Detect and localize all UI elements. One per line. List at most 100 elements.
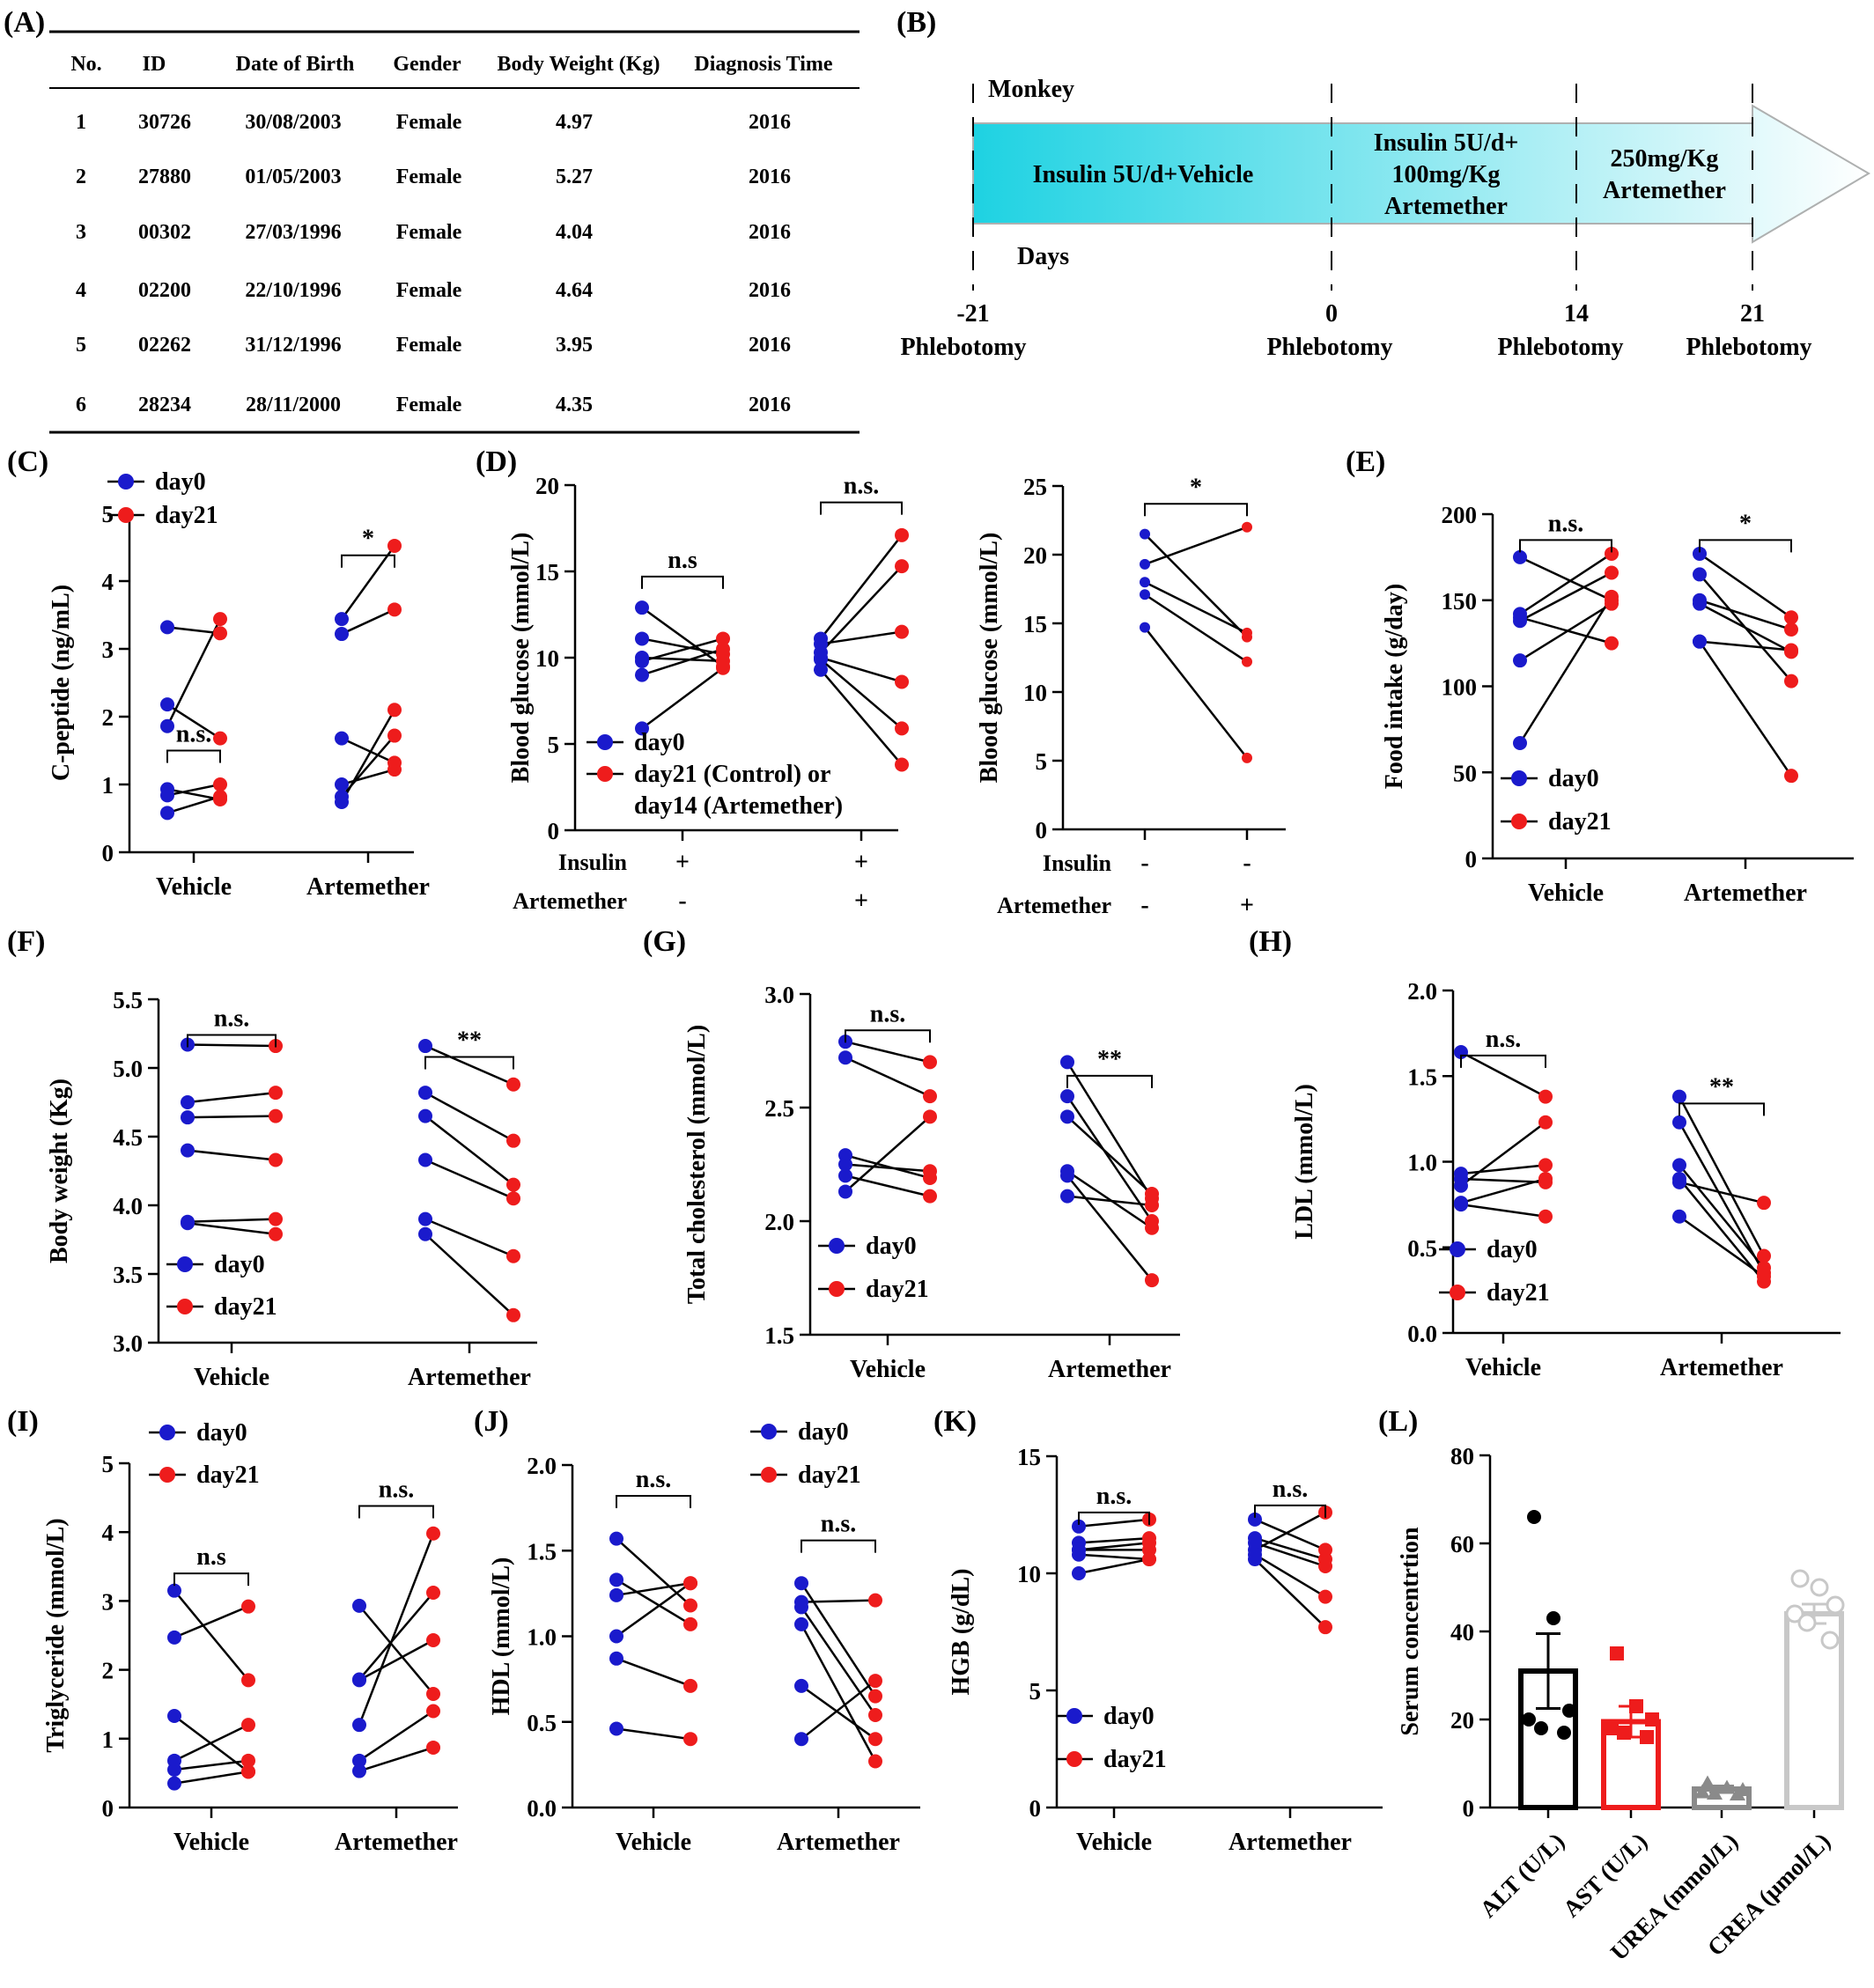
legend-marker — [1066, 1751, 1082, 1767]
x-category-label: AST (U/L) — [1558, 1828, 1652, 1922]
x-group-label: Artemether — [335, 1829, 458, 1856]
y-tick-label: 2.0 — [764, 1209, 794, 1235]
day21-point — [895, 674, 909, 689]
data-point — [1534, 1721, 1548, 1735]
legend-marker — [1450, 1285, 1465, 1300]
day21-point — [1145, 1187, 1159, 1202]
panel-label: (K) — [933, 1405, 977, 1438]
y-tick-label: 20 — [1450, 1707, 1474, 1734]
timeline-event-label: Phlebotomy — [1686, 334, 1811, 361]
day21-point — [895, 721, 909, 736]
day21-point — [1242, 752, 1252, 763]
day0-point — [1672, 1174, 1686, 1189]
pair-line — [166, 626, 221, 635]
pair-line — [166, 783, 221, 797]
day0-point — [794, 1678, 808, 1693]
day21-point — [426, 1526, 440, 1541]
day0-point — [1672, 1158, 1686, 1173]
day21-point — [868, 1689, 882, 1704]
panel-label-a: (A) — [4, 6, 45, 39]
y-tick-label: 5 — [102, 1451, 114, 1477]
day0-point — [335, 795, 349, 810]
pair-line — [358, 1533, 435, 1726]
day0-point — [160, 697, 174, 712]
day21-point — [213, 612, 227, 627]
day0-point — [335, 612, 349, 627]
pair-line — [616, 1537, 691, 1607]
y-axis-label: Food intake (g/day) — [1381, 584, 1408, 789]
table-cell: 2016 — [749, 166, 791, 188]
significance-label: ** — [1097, 1046, 1122, 1073]
day0-point — [1140, 528, 1150, 540]
day0-point — [167, 1630, 181, 1645]
y-tick-label: 4 — [102, 569, 114, 595]
pair-line — [166, 795, 221, 814]
panel-label: (D) — [476, 445, 517, 478]
pair-line — [616, 1581, 691, 1597]
timeline-event-label: Phlebotomy — [1497, 334, 1623, 361]
day21-point — [716, 631, 730, 646]
pair-line — [1460, 1203, 1546, 1218]
pair-line — [641, 607, 724, 667]
table-cell: 4 — [76, 279, 86, 302]
pair-line — [801, 1599, 876, 1603]
y-tick-label: 100 — [1442, 674, 1478, 701]
day0-point — [1672, 1089, 1686, 1104]
legend-label: day0 — [155, 468, 206, 496]
pair-line — [1066, 1170, 1153, 1229]
day0-point — [352, 1753, 366, 1768]
table-cell: Female — [396, 279, 462, 302]
day0-point — [1072, 1566, 1086, 1580]
table-cell: 30/08/2003 — [245, 111, 341, 134]
day21-point — [387, 602, 402, 617]
day21-point — [426, 1740, 440, 1755]
pair-line — [820, 630, 903, 645]
pair-line — [845, 1115, 931, 1193]
pair-line — [424, 1115, 514, 1186]
pair-line — [1678, 1122, 1766, 1274]
day0-point — [1060, 1089, 1074, 1104]
day0-point — [609, 1629, 623, 1644]
y-tick-label: 2.0 — [1407, 978, 1437, 1005]
legend-marker — [1450, 1241, 1465, 1257]
y-tick-label: 25 — [1023, 474, 1047, 500]
day0-point — [1693, 546, 1707, 561]
y-axis-label: Body weight (Kg) — [46, 1079, 73, 1263]
y-axis-label: Blood glucose (mmol/L) — [976, 533, 1003, 784]
panel-label: (J) — [474, 1405, 509, 1438]
y-tick-label: 40 — [1450, 1619, 1474, 1646]
day0-point — [335, 731, 349, 746]
x-group-label: Vehicle — [1528, 880, 1604, 907]
day21-point — [1145, 1197, 1159, 1212]
legend-label: day21 — [1103, 1746, 1167, 1773]
day0-point — [167, 1776, 181, 1791]
table-cell: 5.27 — [556, 166, 593, 188]
day21-point — [1538, 1115, 1553, 1130]
legend: day0 day21 — [1501, 765, 1612, 836]
pair-line — [341, 737, 395, 764]
condition-value: + — [1240, 892, 1254, 919]
chart-panel-g: (G) 1.5 2.0 2.5 3.0 Total cholesterol (mmol/L… — [643, 925, 1180, 1383]
day0-point — [352, 1718, 366, 1733]
table-header-cell: Body Weight (Kg) — [498, 53, 660, 76]
legend-marker — [1511, 770, 1527, 786]
pair-line — [1678, 1096, 1766, 1257]
y-tick-label: 0 — [548, 818, 560, 844]
table-cell: 28234 — [138, 394, 191, 416]
day0-point — [635, 600, 649, 615]
legend: day0 day21 — [818, 1233, 929, 1303]
pair-line — [820, 668, 903, 766]
day21-point — [426, 1704, 440, 1719]
y-tick-label: 0.5 — [527, 1710, 557, 1736]
legend: day0 day21 — [1439, 1236, 1550, 1307]
y-tick-label: 0 — [1463, 1795, 1475, 1822]
data-point — [1557, 1726, 1571, 1740]
pair-line — [173, 1759, 249, 1771]
x-group-label: Vehicle — [1076, 1829, 1152, 1856]
day21-point — [426, 1686, 440, 1701]
significance-bracket — [1254, 1504, 1326, 1518]
significance-bracket — [1078, 1511, 1150, 1525]
day0-point — [838, 1184, 852, 1199]
day21-point — [1757, 1269, 1771, 1284]
day21-point — [426, 1586, 440, 1601]
